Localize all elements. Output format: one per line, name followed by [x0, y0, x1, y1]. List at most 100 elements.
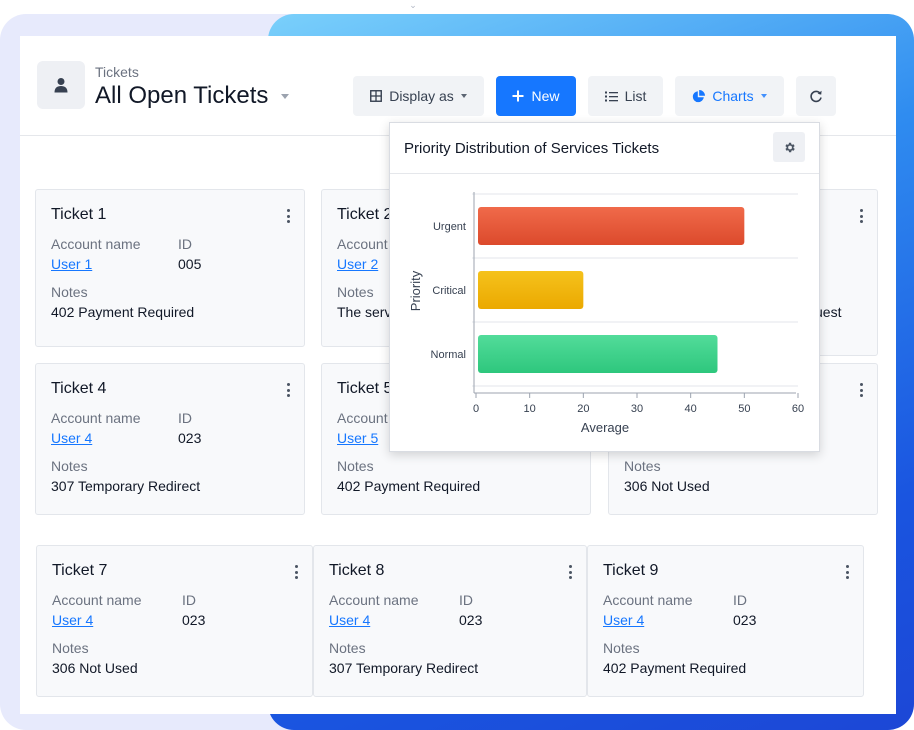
ticket-notes: 306 Not Used: [52, 660, 138, 676]
ticket-id: 023: [459, 612, 483, 628]
ticket-id: 023: [733, 612, 757, 628]
ticket-card[interactable]: Ticket 1 Account name ID User 1 005 Note…: [35, 189, 305, 347]
chart-grid: [472, 193, 798, 387]
chart-bars: [478, 207, 745, 373]
y-tick-label: Critical: [432, 285, 466, 297]
more-options-icon[interactable]: [286, 209, 290, 223]
account-name-label: Account name: [51, 410, 141, 426]
x-tick-label: 10: [524, 403, 536, 415]
more-options-icon[interactable]: [294, 565, 298, 579]
x-tick-label: 40: [685, 403, 697, 415]
notes-label: Notes: [603, 640, 640, 656]
x-tick-label: 60: [792, 403, 804, 415]
account-link[interactable]: User 4: [603, 612, 645, 628]
page-header: Tickets All Open Tickets Display as New: [20, 36, 896, 136]
ticket-card[interactable]: Ticket 9 Account name ID User 4 023 Note…: [587, 545, 864, 697]
list-button[interactable]: List: [588, 76, 663, 116]
id-label: ID: [178, 236, 192, 252]
more-options-icon[interactable]: [859, 209, 863, 223]
ticket-notes: 402 Payment Required: [51, 304, 195, 320]
avatar: [37, 61, 85, 109]
more-options-icon[interactable]: [845, 565, 849, 579]
chevron-down-icon: ⌄: [409, 0, 417, 10]
notes-label: Notes: [51, 284, 88, 300]
ticket-notes: 402 Payment Required: [603, 660, 747, 676]
x-tick-label: 0: [473, 403, 479, 415]
plus-icon: [512, 90, 524, 102]
user-icon: [54, 78, 68, 93]
account-name-label: Account name: [51, 236, 141, 252]
account-name-label: Account name: [329, 592, 419, 608]
notes-label: Notes: [329, 640, 366, 656]
id-label: ID: [733, 592, 747, 608]
chart-y-axis-label: Priority: [408, 270, 423, 311]
ticket-title: Ticket 4: [51, 380, 107, 397]
ticket-card[interactable]: Ticket 7 Account name ID User 4 023 Note…: [36, 545, 313, 697]
refresh-icon: [810, 90, 822, 103]
list-icon: [604, 91, 618, 101]
pie-chart-icon: [693, 89, 706, 102]
notes-label: Notes: [337, 284, 374, 300]
notes-label: Notes: [51, 458, 88, 474]
page-title: All Open Tickets: [95, 82, 269, 109]
ticket-title: Ticket 9: [603, 562, 659, 579]
ticket-card[interactable]: Ticket 8 Account name ID User 4 023 Note…: [313, 545, 587, 697]
x-tick-label: 30: [631, 403, 643, 415]
ticket-id: 023: [178, 430, 202, 446]
display-as-label: Display as: [389, 88, 454, 104]
chevron-down-icon: [760, 94, 767, 98]
bar-urgent[interactable]: [478, 207, 745, 245]
bar-critical[interactable]: [478, 271, 584, 309]
more-options-icon[interactable]: [859, 383, 863, 397]
ticket-id: 005: [178, 256, 202, 272]
grid-icon: [370, 90, 383, 102]
account-link[interactable]: User 4: [52, 612, 94, 628]
chart-popup-header: Priority Distribution of Services Ticket…: [390, 123, 819, 174]
ticket-title: Ticket 1: [51, 206, 107, 223]
notes-label: Notes: [52, 640, 89, 656]
ticket-title: Ticket 7: [52, 562, 108, 579]
chevron-down-icon: [460, 94, 467, 98]
display-as-button[interactable]: Display as: [353, 76, 484, 116]
ticket-title: Ticket 8: [329, 562, 385, 579]
id-label: ID: [459, 592, 473, 608]
notes-label: Notes: [337, 458, 374, 474]
account-name-label: Account name: [603, 592, 693, 608]
title-dropdown-icon[interactable]: [281, 94, 289, 99]
account-link[interactable]: User 4: [51, 430, 93, 446]
ticket-notes: The serv: [337, 304, 392, 320]
priority-bar-chart: Urgent Critical Normal 0 10 20 30 40 50 60 Priori…: [408, 192, 804, 435]
account-link[interactable]: User 1: [51, 256, 93, 272]
notes-label: Notes: [624, 458, 661, 474]
charts-button[interactable]: Charts: [675, 76, 784, 116]
chart-title: Priority Distribution of Services Ticket…: [404, 140, 660, 157]
y-tick-label: Normal: [431, 349, 466, 361]
ticket-notes: 402 Payment Required: [337, 478, 481, 494]
chart-popup: Priority Distribution of Services Ticket…: [389, 122, 820, 452]
ticket-card[interactable]: Ticket 4 Account name ID User 4 023 Note…: [35, 363, 305, 515]
x-tick-label: 50: [738, 403, 750, 415]
more-options-icon[interactable]: [568, 565, 572, 579]
ticket-notes: 307 Temporary Redirect: [329, 660, 479, 676]
id-label: ID: [182, 592, 196, 608]
account-link[interactable]: User 2: [337, 256, 379, 272]
new-button[interactable]: New: [496, 76, 576, 116]
account-name-label: Account name: [52, 592, 142, 608]
chart-x-axis-label: Average: [581, 420, 629, 435]
charts-label: Charts: [712, 88, 754, 104]
bar-normal[interactable]: [478, 335, 718, 373]
chart-settings-button[interactable]: [773, 132, 805, 162]
gear-icon: [784, 142, 795, 152]
account-link[interactable]: User 5: [337, 430, 379, 446]
id-label: ID: [178, 410, 192, 426]
list-label: List: [624, 88, 647, 104]
more-options-icon[interactable]: [286, 383, 290, 397]
account-link[interactable]: User 4: [329, 612, 371, 628]
ticket-id: 023: [182, 612, 206, 628]
y-tick-label: Urgent: [433, 221, 466, 233]
breadcrumb[interactable]: Tickets: [95, 64, 139, 80]
ticket-notes: uest: [815, 304, 842, 320]
refresh-button[interactable]: [796, 76, 836, 116]
ticket-title: Ticket 2: [337, 206, 393, 223]
ticket-title: Ticket 5: [337, 380, 393, 397]
